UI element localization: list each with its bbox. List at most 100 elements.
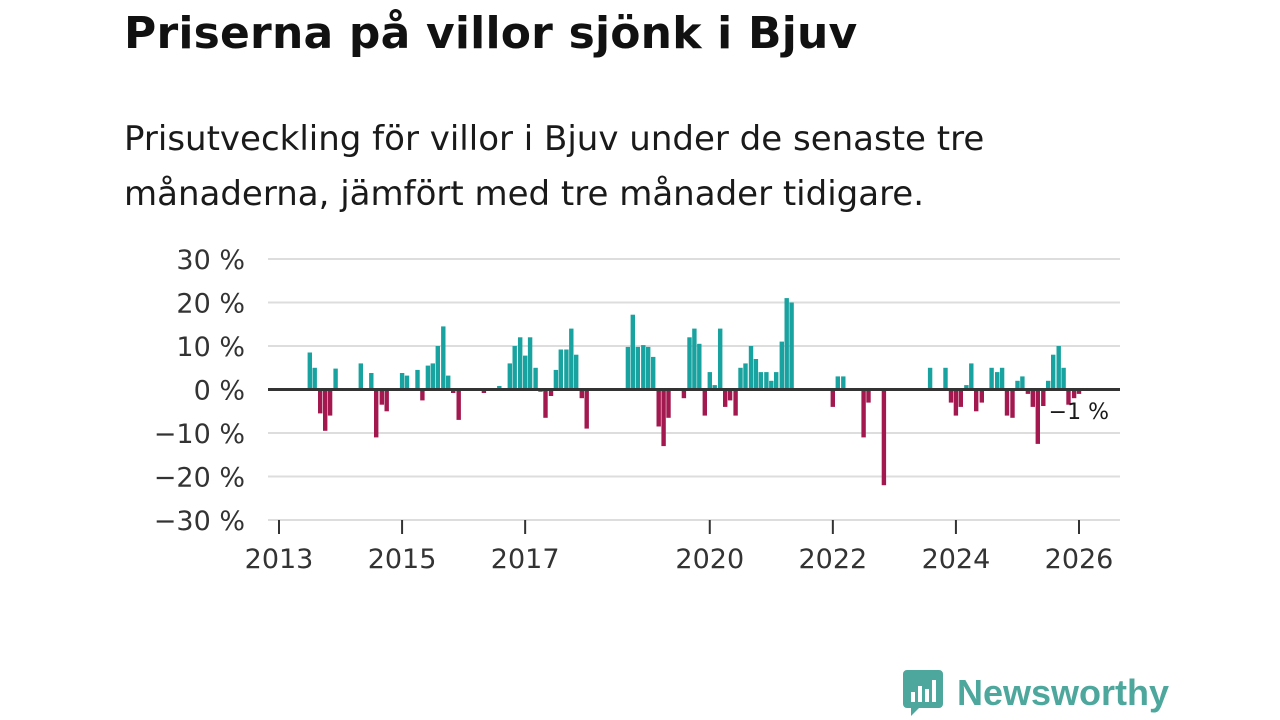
bar — [769, 380, 774, 390]
bar — [1066, 389, 1071, 405]
bar — [333, 368, 338, 390]
bar — [533, 367, 538, 390]
bar — [635, 346, 640, 390]
bar — [399, 373, 405, 390]
bar — [543, 389, 548, 418]
bar — [1051, 354, 1056, 390]
bar — [651, 356, 656, 390]
bar — [758, 372, 763, 390]
bar — [999, 367, 1005, 390]
bar — [702, 389, 707, 416]
bar — [379, 389, 384, 405]
bar — [1056, 346, 1061, 390]
bar — [723, 389, 728, 407]
bar — [841, 376, 846, 390]
bar — [1020, 376, 1025, 390]
label-layer: 30 % 20 % 10 % 0 % −10 % −20 % −30 %2013 2015 20… — [154, 245, 1114, 575]
bar — [574, 354, 579, 390]
page-title: Priserna på villor sjönk i Bjuv — [124, 8, 858, 59]
bar — [774, 372, 779, 390]
bar — [953, 389, 959, 416]
bar — [1061, 367, 1066, 390]
bar — [835, 376, 840, 390]
y-tick-label: 10 % — [176, 332, 245, 363]
bar — [661, 389, 666, 447]
bar — [753, 359, 759, 390]
bar — [995, 372, 1000, 390]
bar — [764, 372, 769, 390]
newsworthy-logo: Newsworthy — [903, 670, 1169, 716]
bar — [656, 389, 661, 427]
bar — [625, 346, 631, 390]
bar — [1046, 380, 1051, 390]
bar — [743, 363, 748, 390]
bar — [697, 343, 702, 390]
bar — [358, 363, 363, 390]
bar — [1025, 389, 1031, 394]
bar — [569, 328, 574, 390]
last-value-label: −1 % — [1049, 400, 1109, 425]
bar — [369, 373, 374, 390]
x-tick-label: 2026 — [1045, 544, 1114, 575]
y-tick-label: −30 % — [154, 506, 245, 537]
bar — [718, 328, 723, 390]
bar — [420, 389, 425, 401]
bar — [553, 369, 559, 390]
bar — [784, 298, 789, 390]
brand-name: Newsworthy — [957, 672, 1170, 713]
bar — [327, 389, 333, 416]
bar — [1004, 389, 1010, 416]
x-tick-label: 2015 — [368, 544, 437, 575]
bar — [374, 389, 379, 438]
bar — [830, 389, 835, 407]
bar — [451, 389, 456, 393]
x-tick-label: 2013 — [245, 544, 314, 575]
bar-chart-speech-bubble-icon — [903, 670, 943, 716]
bar — [948, 389, 954, 403]
y-tick-label: 30 % — [176, 245, 245, 276]
bar-chart: 30 % 20 % 10 % 0 % −10 % −20 % −30 %2013 2015 20… — [154, 245, 1120, 575]
y-tick-label: −10 % — [154, 419, 245, 450]
x-tick-label: 2022 — [798, 544, 867, 575]
bar — [727, 389, 733, 401]
bar — [789, 302, 794, 390]
x-tick-label: 2017 — [491, 544, 560, 575]
bar — [579, 389, 584, 399]
bar — [958, 389, 963, 407]
bar — [1041, 389, 1046, 406]
y-tick-label: 0 % — [194, 376, 245, 407]
bar — [964, 385, 969, 390]
bar — [974, 389, 979, 412]
bar — [1076, 389, 1082, 394]
bar — [518, 337, 523, 390]
bar — [748, 346, 754, 390]
bar — [1071, 389, 1077, 399]
bar — [481, 389, 487, 393]
bar — [927, 367, 933, 390]
bar — [558, 349, 563, 390]
bar — [384, 389, 389, 412]
bar — [861, 389, 866, 438]
bar — [692, 328, 697, 390]
bar — [318, 389, 323, 414]
bar — [1030, 389, 1035, 407]
bar — [666, 389, 671, 418]
chart-subtitle: Prisutveckling för villor i Bjuv under d… — [124, 119, 985, 214]
bar — [687, 337, 692, 390]
bar — [404, 375, 410, 390]
bar — [733, 389, 738, 416]
bar — [512, 346, 517, 390]
bar — [430, 363, 435, 390]
x-tick-label: 2024 — [922, 544, 991, 575]
axis-layer — [268, 388, 1120, 534]
bar — [707, 372, 712, 390]
bar — [630, 314, 635, 390]
y-tick-label: 20 % — [176, 289, 245, 320]
bar — [1035, 389, 1040, 444]
bar — [584, 389, 589, 429]
bar — [425, 365, 431, 390]
bar — [548, 389, 554, 396]
bar — [507, 363, 512, 390]
bar — [323, 389, 328, 431]
bar — [641, 345, 646, 390]
